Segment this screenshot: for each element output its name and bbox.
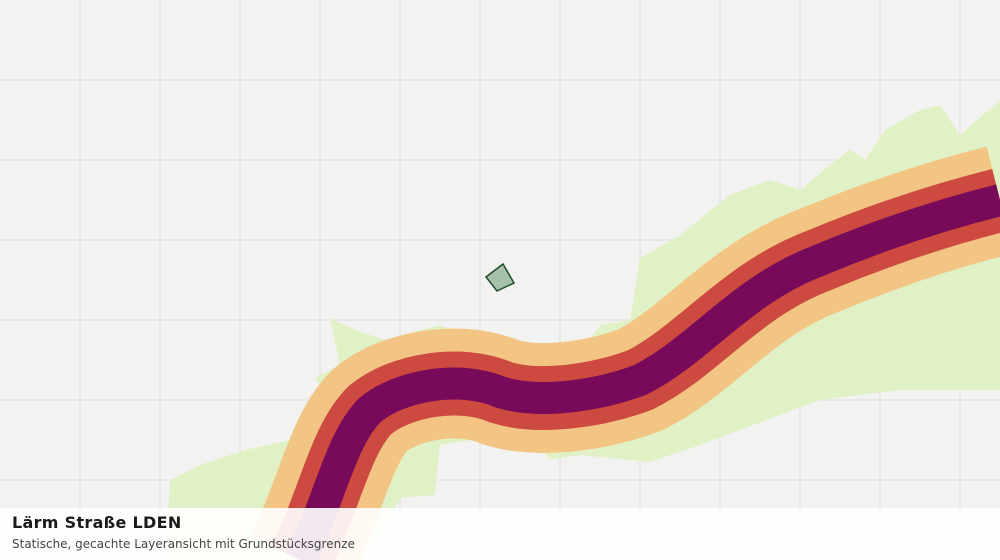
parcel-boundary xyxy=(484,262,516,292)
layer-title: Lärm Straße LDEN xyxy=(12,513,182,532)
noise-zone-very-high xyxy=(285,184,1000,560)
caption-panel: Lärm Straße LDEN Statische, gecachte Lay… xyxy=(0,508,1000,560)
layer-subtitle: Statische, gecachte Layeransicht mit Gru… xyxy=(12,537,355,551)
